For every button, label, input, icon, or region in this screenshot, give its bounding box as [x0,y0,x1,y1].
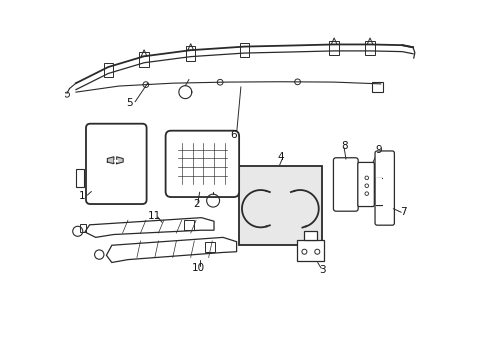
Polygon shape [85,218,214,237]
Bar [239,166,321,244]
Polygon shape [117,157,123,164]
Text: 2: 2 [192,199,199,210]
Bar [239,42,249,57]
Text: 10: 10 [191,263,204,273]
Bar [376,178,381,205]
Text: 6: 6 [230,130,237,140]
Bar [103,63,113,77]
Text: 9: 9 [375,144,382,154]
Text: 3: 3 [319,265,325,275]
FancyBboxPatch shape [333,158,357,211]
FancyBboxPatch shape [165,131,239,197]
Bar [80,224,86,232]
FancyBboxPatch shape [86,124,146,204]
Bar [304,231,317,240]
Bar [139,52,148,67]
Bar [371,82,382,92]
Text: 5: 5 [126,98,133,108]
Bar [365,41,374,55]
Polygon shape [114,160,117,161]
Polygon shape [106,237,236,262]
Text: 11: 11 [148,211,161,221]
Text: 8: 8 [340,141,347,151]
FancyBboxPatch shape [374,151,394,225]
Bar [185,46,195,60]
Bar [184,220,194,230]
Bar [76,169,83,187]
Polygon shape [376,155,391,223]
Bar [204,242,215,252]
Polygon shape [107,157,114,164]
Text: 4: 4 [277,152,283,162]
Text: 1: 1 [79,191,85,201]
Bar [329,41,338,55]
Bar [297,240,324,261]
Text: 7: 7 [399,207,406,217]
FancyBboxPatch shape [357,162,373,207]
